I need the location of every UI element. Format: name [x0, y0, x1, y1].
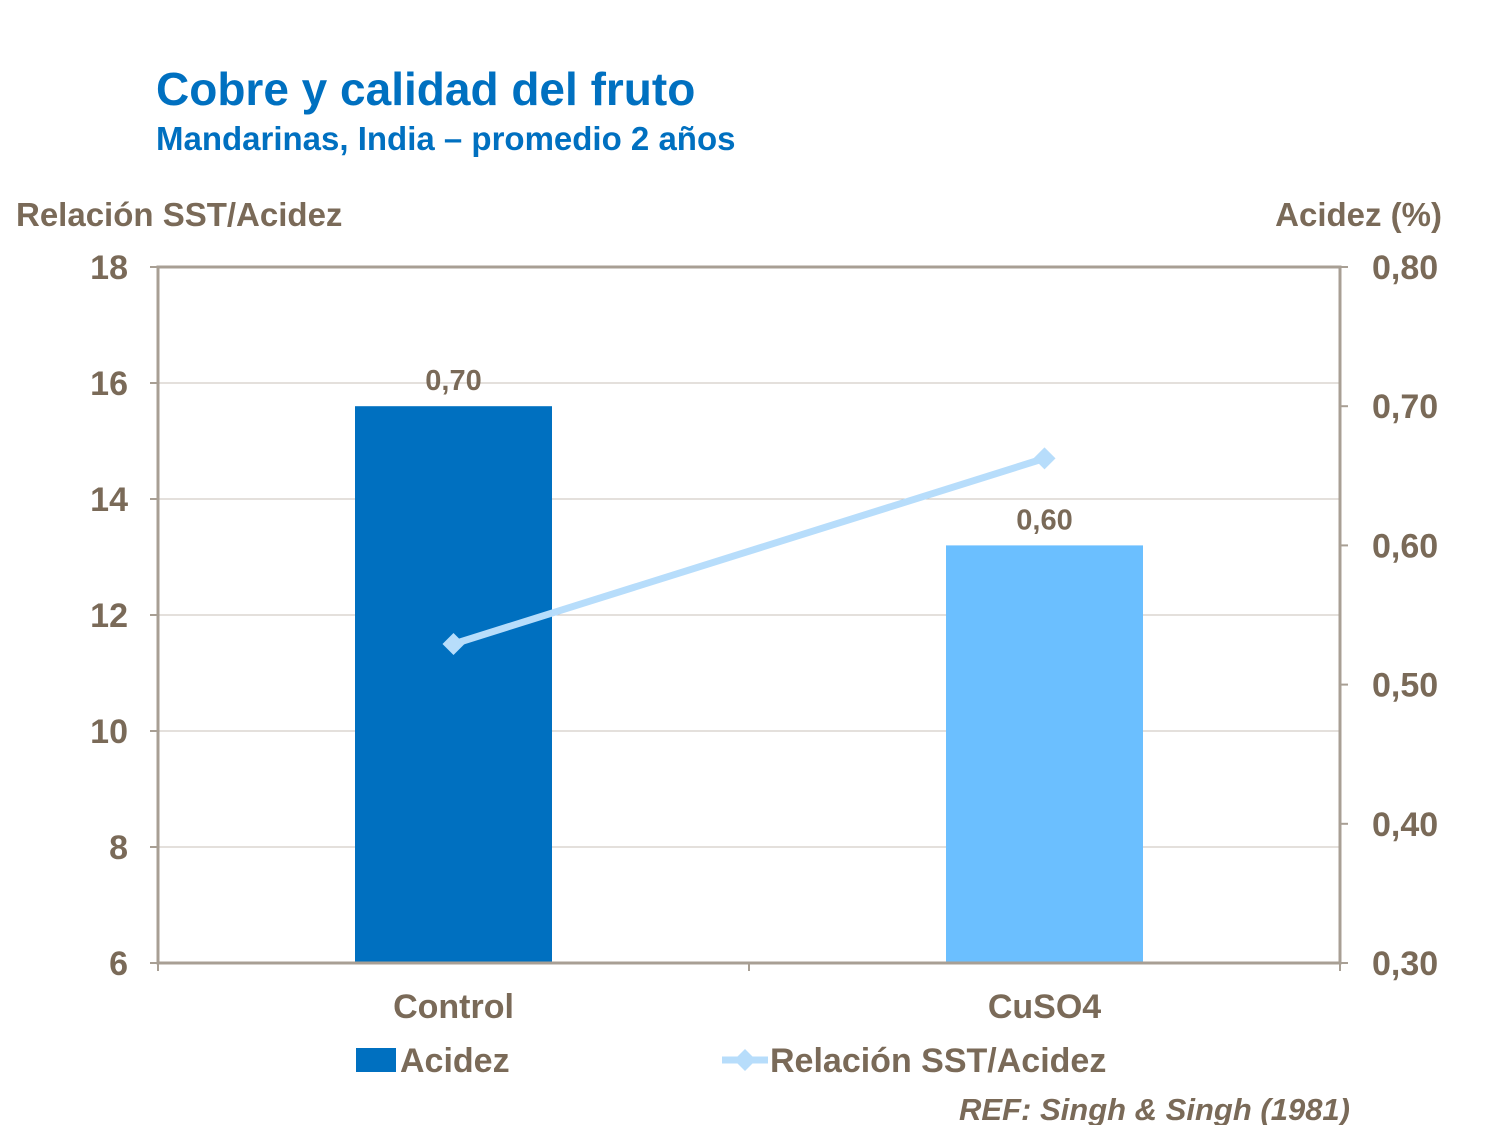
- bar-data-label: 0,60: [1016, 504, 1072, 536]
- left-tick-label: 16: [90, 365, 128, 403]
- legend-label-ratio: Relación SST/Acidez: [770, 1042, 1106, 1080]
- line-marker: [442, 633, 465, 655]
- left-axis-label: Relación SST/Acidez: [16, 196, 343, 233]
- right-tick-label: 0,80: [1372, 249, 1438, 287]
- left-tick-label: 14: [90, 481, 128, 519]
- bar-control: [355, 406, 552, 963]
- line-series: [452, 455, 1046, 648]
- legend-label-acidez: Acidez: [400, 1042, 510, 1080]
- category-label: Control: [393, 988, 514, 1026]
- line-marker: [1033, 447, 1056, 470]
- right-tick-label: 0,70: [1372, 388, 1438, 426]
- legend-swatch-acidez: [356, 1048, 396, 1072]
- right-tick-label: 0,50: [1372, 667, 1438, 705]
- left-tick-label: 6: [109, 945, 128, 983]
- right-tick-label: 0,60: [1372, 527, 1438, 565]
- chart-title: Cobre y calidad del fruto: [156, 63, 696, 115]
- legend-marker: [734, 1049, 756, 1071]
- bar-cuso4: [946, 545, 1143, 963]
- plot-frame: [156, 265, 1342, 965]
- right-tick-label: 0,30: [1372, 945, 1438, 983]
- right-tick-label: 0,40: [1372, 806, 1438, 844]
- right-axis-label: Acidez (%): [1275, 196, 1442, 233]
- left-tick-label: 8: [109, 829, 128, 867]
- left-tick-label: 18: [90, 249, 128, 287]
- bar-data-label: 0,70: [425, 365, 481, 397]
- chart-subtitle: Mandarinas, India – promedio 2 años: [156, 120, 736, 157]
- category-label: CuSO4: [988, 988, 1101, 1026]
- left-tick-label: 12: [90, 597, 128, 635]
- reference-note: REF: Singh & Singh (1981): [959, 1092, 1350, 1125]
- left-tick-label: 10: [90, 713, 128, 751]
